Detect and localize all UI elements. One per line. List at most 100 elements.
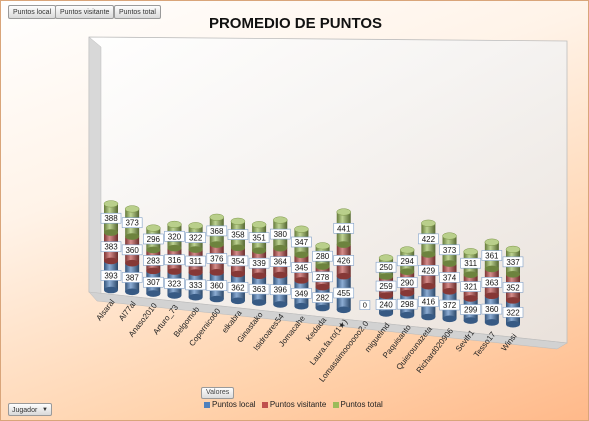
- bar-cap: [315, 242, 330, 250]
- data-label: 362: [227, 282, 249, 293]
- svg-text:337: 337: [506, 258, 520, 267]
- bar-cap: [209, 213, 225, 221]
- svg-text:322: 322: [189, 234, 203, 243]
- legend-item-visitante: Puntos visitante: [261, 400, 326, 409]
- data-label: 337: [502, 256, 524, 268]
- bar-cap: [103, 200, 119, 208]
- svg-text:316: 316: [168, 256, 182, 265]
- svg-text:363: 363: [252, 285, 266, 294]
- svg-text:321: 321: [464, 283, 478, 292]
- svg-text:323: 323: [168, 279, 182, 288]
- bars-group: 393 383 388 387 360 373 307 283 296 323 316 320 333 3…: [100, 200, 524, 328]
- data-label: 316: [164, 254, 185, 266]
- svg-text:349: 349: [295, 289, 309, 298]
- bar-segment-local: [336, 276, 351, 314]
- bar-cap: [167, 220, 182, 228]
- data-label: 388: [100, 212, 122, 224]
- legend-label-total: Puntos total: [340, 400, 383, 409]
- bar-cap: [251, 221, 267, 229]
- svg-text:352: 352: [506, 283, 520, 292]
- data-label: 364: [269, 256, 291, 267]
- data-label: 283: [143, 255, 164, 266]
- svg-text:294: 294: [401, 257, 415, 266]
- svg-text:372: 372: [443, 301, 457, 310]
- data-label: 455: [333, 287, 355, 299]
- data-label: 345: [291, 262, 312, 273]
- data-label: 358: [227, 229, 249, 240]
- svg-text:320: 320: [168, 232, 182, 241]
- svg-text:307: 307: [147, 278, 161, 287]
- bar-cap: [463, 248, 478, 256]
- bar-cap: [421, 219, 436, 227]
- svg-text:368: 368: [210, 227, 224, 236]
- data-label: 376: [206, 253, 228, 264]
- svg-text:422: 422: [422, 235, 436, 244]
- data-label: 360: [481, 303, 503, 315]
- legend-swatch-local: [204, 401, 210, 408]
- svg-text:426: 426: [337, 256, 351, 265]
- svg-text:322: 322: [506, 308, 520, 317]
- data-label: 396: [269, 284, 291, 296]
- svg-text:278: 278: [316, 273, 330, 282]
- svg-text:282: 282: [316, 294, 330, 303]
- data-label: 349: [291, 287, 312, 299]
- svg-text:259: 259: [379, 282, 393, 291]
- legend-field-button[interactable]: Valores: [201, 387, 235, 399]
- svg-text:455: 455: [337, 289, 351, 298]
- svg-text:362: 362: [231, 283, 245, 292]
- field-button-puntos-visitante[interactable]: Puntos visitante: [55, 5, 115, 19]
- svg-text:351: 351: [252, 234, 266, 243]
- field-button-puntos-total[interactable]: Puntos total: [114, 5, 161, 19]
- bar-cap: [336, 208, 351, 216]
- data-label: 259: [375, 280, 397, 292]
- data-label: 374: [439, 272, 460, 283]
- data-label: 0: [359, 300, 371, 310]
- svg-text:416: 416: [422, 298, 436, 307]
- data-label: 290: [396, 277, 418, 288]
- svg-text:396: 396: [274, 286, 288, 295]
- data-label: 416: [418, 296, 439, 307]
- svg-text:345: 345: [295, 264, 309, 273]
- bar-cap: [294, 225, 309, 233]
- bar-cap: [442, 232, 457, 240]
- data-label: 363: [248, 283, 270, 295]
- data-label: 354: [227, 255, 249, 267]
- data-label: 280: [312, 250, 333, 262]
- data-label: 352: [502, 282, 524, 293]
- svg-text:283: 283: [147, 256, 161, 265]
- svg-text:360: 360: [210, 282, 224, 291]
- filter-label: Jugador: [12, 407, 38, 414]
- data-label: 360: [206, 280, 228, 291]
- legend-swatch-visitante: [261, 401, 268, 408]
- svg-text:373: 373: [125, 219, 139, 228]
- legend: Valores Puntos local Puntos visitante Pu…: [196, 387, 416, 410]
- svg-text:333: 333: [189, 281, 203, 290]
- data-label: 299: [460, 304, 481, 315]
- legend-swatch-total: [332, 401, 339, 408]
- data-label: 426: [333, 255, 355, 266]
- data-label: 320: [164, 230, 185, 242]
- svg-text:387: 387: [125, 273, 139, 282]
- svg-text:360: 360: [125, 246, 139, 255]
- bar-cap: [273, 216, 288, 224]
- svg-text:347: 347: [295, 238, 309, 247]
- filter-dropdown-jugador[interactable]: Jugador ▼: [8, 403, 52, 416]
- bar-cap: [188, 222, 203, 230]
- svg-text:429: 429: [422, 266, 436, 275]
- data-label: 422: [418, 233, 439, 245]
- data-label: 322: [502, 306, 524, 318]
- data-label: 311: [185, 255, 206, 267]
- svg-text:388: 388: [104, 214, 118, 223]
- svg-text:299: 299: [464, 306, 478, 315]
- svg-text:311: 311: [189, 257, 202, 266]
- bar-cap: [505, 245, 521, 253]
- data-label: 333: [185, 279, 206, 291]
- svg-text:363: 363: [485, 278, 499, 287]
- data-label: 380: [269, 228, 291, 240]
- data-label: 311: [460, 257, 481, 269]
- svg-text:358: 358: [231, 231, 245, 240]
- svg-text:380: 380: [274, 230, 288, 239]
- bar-cap: [146, 224, 161, 232]
